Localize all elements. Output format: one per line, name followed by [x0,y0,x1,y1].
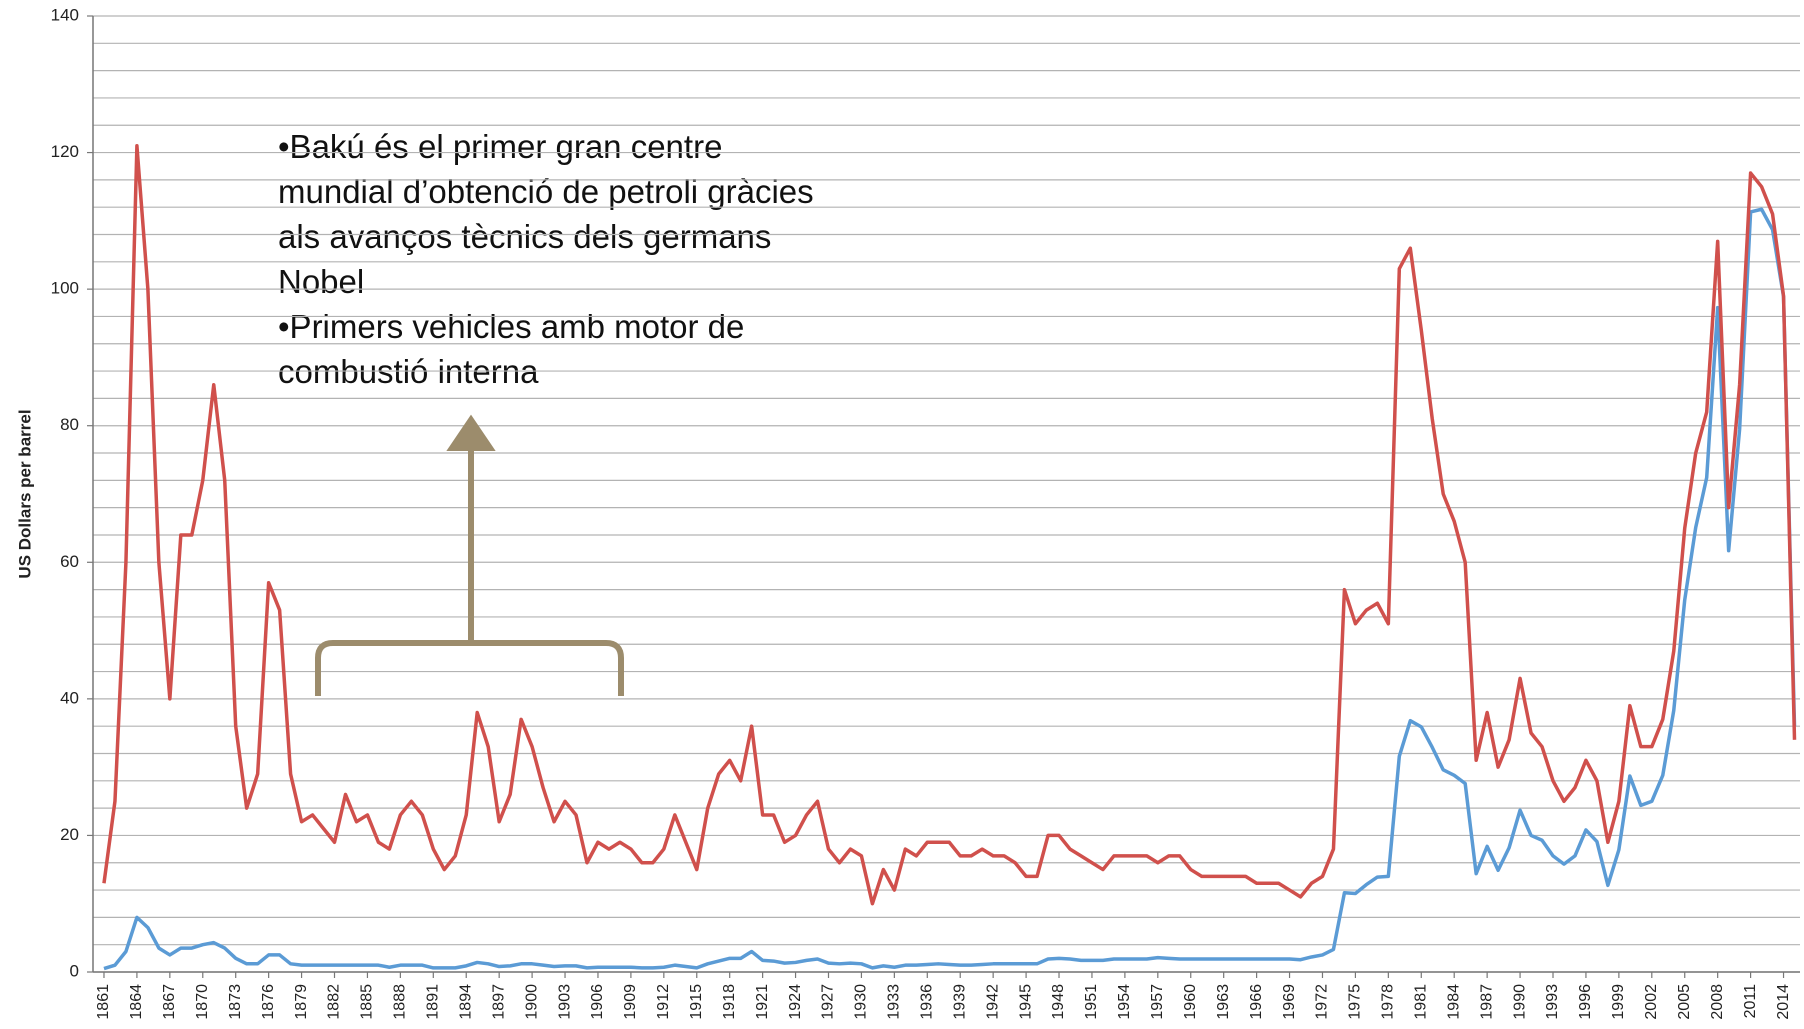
x-tick-label: 1921 [754,984,771,1020]
annotation-line: als avanços tècnics dels germans [278,218,771,255]
y-tick-label: 40 [60,688,79,707]
x-tick-label: 1915 [688,984,705,1020]
x-tick-label: 1912 [655,984,672,1020]
x-tick-label: 1909 [622,984,639,1020]
x-tick-label: 1960 [1182,984,1199,1020]
y-tick-label: 60 [60,552,79,571]
x-tick-label: 1945 [1017,984,1034,1020]
x-tick-label: 1879 [293,984,310,1020]
x-tick-label: 1951 [1083,984,1100,1020]
x-tick-label: 1981 [1412,984,1429,1020]
x-tick-label: 1954 [1116,984,1133,1020]
x-tick-label: 1996 [1577,984,1594,1020]
x-tick-label: 1861 [95,984,112,1020]
annotation-line: Nobel [278,263,364,300]
x-tick-label: 1897 [490,984,507,1020]
y-axis-label: US Dollars per barrel [15,409,34,578]
x-tick-label: 1891 [425,984,442,1020]
x-tick-label: 1933 [886,984,903,1020]
arrow-head [446,414,496,451]
x-tick-label: 1969 [1281,984,1298,1020]
x-tick-label: 1975 [1347,984,1364,1020]
x-tick-label: 2008 [1709,984,1726,1020]
bracket [315,640,624,696]
annotation-line: •Bakú és el primer gran centre [278,128,722,165]
x-tick-label: 1936 [919,984,936,1020]
x-tick-label: 1993 [1544,984,1561,1020]
x-tick-label: 1894 [457,984,474,1020]
y-tick-label: 140 [51,5,79,24]
x-tick-label: 1957 [1149,984,1166,1020]
x-tick-label: 2005 [1676,984,1693,1020]
x-tick-label: 2014 [1775,984,1792,1020]
x-tick-label: 1987 [1478,984,1495,1020]
x-tick-label: 1972 [1314,984,1331,1020]
x-tick-label: 1867 [161,984,178,1020]
data-line [102,143,1797,906]
annotation-bracket [315,414,624,696]
x-tick-label: 1906 [589,984,606,1020]
x-tick-label: 1876 [260,984,277,1020]
x-tick-label: 1930 [853,984,870,1020]
annotation: •Bakú és el primer gran centre mundial d’… [278,128,814,390]
annotation-line: mundial d’obtenció de petroli gràcies [278,173,814,210]
x-tick-label: 1948 [1050,984,1067,1020]
annotation-line: •Primers vehicles amb motor de [278,308,744,345]
y-tick-label: 80 [60,415,79,434]
x-tick-label: 1963 [1215,984,1232,1020]
x-tick-label: 1939 [951,984,968,1020]
x-tick-label: 1927 [820,984,837,1020]
x-tick-label: 1924 [787,984,804,1020]
x-tick-label: 1990 [1511,984,1528,1020]
y-tick-label: 0 [70,961,79,980]
x-tick-label: 1864 [128,984,145,1020]
x-tick-label: 1903 [556,984,573,1020]
x-tick-label: 1918 [721,984,738,1020]
y-tick-label: 120 [51,142,79,161]
x-tick-label: 2002 [1643,984,1660,1020]
x-tick-label: 1984 [1445,984,1462,1020]
x-tick-label: 1885 [359,984,376,1020]
x-tick-label: 1966 [1248,984,1265,1020]
y-tick-label: 20 [60,825,79,844]
x-tick-label: 1978 [1380,984,1397,1020]
x-tick-label: 1870 [194,984,211,1020]
y-tick-label: 100 [51,279,79,298]
x-tick-label: 1873 [227,984,244,1020]
x-tick-label: 1888 [392,984,409,1020]
x-tick-label: 1999 [1610,984,1627,1020]
x-tick-label: 1882 [326,984,343,1020]
data-line [103,207,1797,971]
x-tick-label: 1900 [523,984,540,1020]
x-tick-label: 2011 [1742,984,1759,1019]
x-tick-label: 1942 [984,984,1001,1020]
